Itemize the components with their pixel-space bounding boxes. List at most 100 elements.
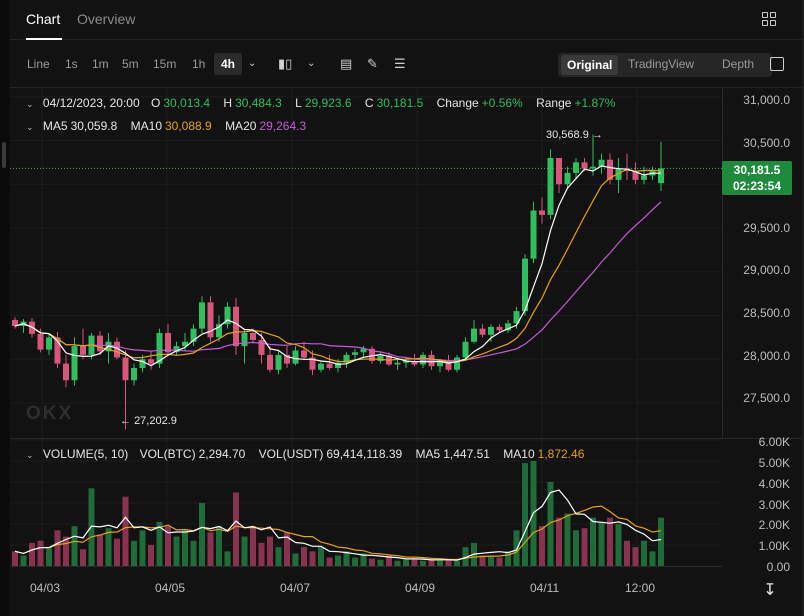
date-tick: 04/11 [530,581,559,595]
candle-body [327,364,333,368]
volume-bar [488,556,494,567]
candle-body [63,364,69,381]
price-tick: 28,500.0 [743,306,790,320]
ohlc-close-label: C [365,96,374,110]
candle-body [480,329,486,335]
ma10-value: 30,088.9 [165,119,212,133]
left-scroll-handle[interactable] [2,142,6,168]
tab-overview[interactable]: Overview [77,11,135,27]
date-tick: 04/09 [405,581,435,595]
ohlc-open-label: O [151,96,160,110]
layout-grid-icon[interactable] [762,12,776,26]
chart-canvas[interactable] [10,88,802,616]
candle-body [80,346,86,355]
date-tick: 04/03 [30,581,60,595]
current-price: 30,181.5 [722,162,792,178]
timeframe-5m[interactable]: 5m [122,57,139,71]
ma5-value: 30,059.8 [71,119,118,133]
collapse-chevron-icon[interactable]: ⌄ [26,99,34,109]
date-axis[interactable]: 04/03 04/05 04/07 04/09 04/11 12:00 [10,566,722,616]
view-depth[interactable]: Depth [722,57,754,71]
ohlc-range: +1.87% [574,96,615,110]
settings-list-icon[interactable]: ☰ [394,56,406,72]
pane-separator[interactable] [10,438,802,439]
volume-bar [46,547,52,566]
volume-bar [497,558,503,566]
candle-body [539,211,545,215]
draw-pencil-icon[interactable]: ✎ [367,56,378,72]
volume-bar [123,497,129,566]
candle-body [233,307,239,346]
timeframe-more-chevron-icon[interactable]: ⌄ [248,58,256,69]
ohlc-close: 30,181.5 [377,96,424,110]
ma10-line [15,169,661,362]
candle-type-chevron-icon[interactable]: ⌄ [307,58,315,69]
left-edge [0,0,10,616]
candle-body [38,334,44,350]
candle-body [352,352,358,355]
timeframe-line[interactable]: Line [27,57,50,71]
ma5-label: MA5 [43,119,68,133]
volume-bar [310,551,316,566]
volume-bar [80,549,86,566]
volume-bar [369,559,375,566]
volume-bar [599,522,605,566]
view-original[interactable]: Original [561,55,618,75]
candle-body [548,158,554,215]
price-tick: 30,500.0 [743,136,790,150]
candlestick-chart[interactable]: OKX ⌄ 04/12/2023, 20:00 O 30,013.4 H 30,48… [10,88,802,616]
volume-bar [582,528,588,566]
volume-bar [131,541,137,566]
volume-bar [301,547,307,566]
timeframe-1s[interactable]: 1s [65,57,78,71]
indicator-icon[interactable]: ▤ [340,56,352,72]
volume-bar [55,530,61,566]
volume-bar [565,514,571,567]
volume-collapse-chevron-icon[interactable]: ⌄ [26,450,34,460]
volume-info-line: ⌄ VOLUME(5, 10) VOL(BTC) 2,294.70 VOL(USD… [26,447,594,461]
candle-body [556,158,562,184]
timeframe-1h[interactable]: 1h [192,57,205,71]
ma-collapse-chevron-icon[interactable]: ⌄ [26,122,34,132]
high-annotation: 30,568.9 → [546,129,603,141]
volume-bar [327,558,333,566]
tab-chart[interactable]: Chart [26,11,60,27]
okx-watermark: OKX [26,403,73,425]
volume-bar [199,503,205,566]
vol-ma5: 1,447.51 [443,447,490,461]
chart-panel: Chart Overview Line 1s 1m 5m 15m 1h 4h ⌄… [10,0,802,616]
volume-bar [624,541,630,566]
candle-body [267,355,273,370]
volume-bar [539,526,545,566]
ma20-line [15,202,661,361]
price-tick: 27,500.0 [743,391,790,405]
volume-bar [522,463,528,566]
timeframe-15m[interactable]: 15m [153,57,176,71]
volume-tick: 0.00 [767,560,790,574]
volume-ma5-line [15,490,661,560]
auto-scale-icon[interactable]: ↧ [754,578,786,604]
fullscreen-expand-icon[interactable] [770,57,784,71]
volume-bar [352,558,358,566]
candle-body [318,364,324,370]
candle-body [454,358,460,370]
candle-body [590,167,596,169]
volume-tick: 4.00K [759,477,790,491]
ohlc-high-label: H [223,96,232,110]
volume-bar [650,551,656,566]
date-tick: 12:00 [625,581,655,595]
volume-bar [174,537,180,566]
timeframe-4h[interactable]: 4h [214,53,242,75]
timeframe-1m[interactable]: 1m [92,57,109,71]
view-tradingview[interactable]: TradingView [628,57,694,71]
price-tick: 29,000.0 [743,263,790,277]
date-tick: 04/05 [155,581,185,595]
volume-bar [276,547,282,566]
price-axis[interactable]: 31,000.0 30,500.0 29,500.0 29,000.0 28,5… [722,88,802,438]
volume-bar [72,526,78,566]
price-tick: 28,000.0 [743,349,790,363]
candle-body [276,355,282,370]
ohlc-open: 30,013.4 [163,96,210,110]
high-annotation-value: 30,568.9 [546,129,589,141]
candle-type-icon[interactable]: ▮▯ [278,56,292,72]
